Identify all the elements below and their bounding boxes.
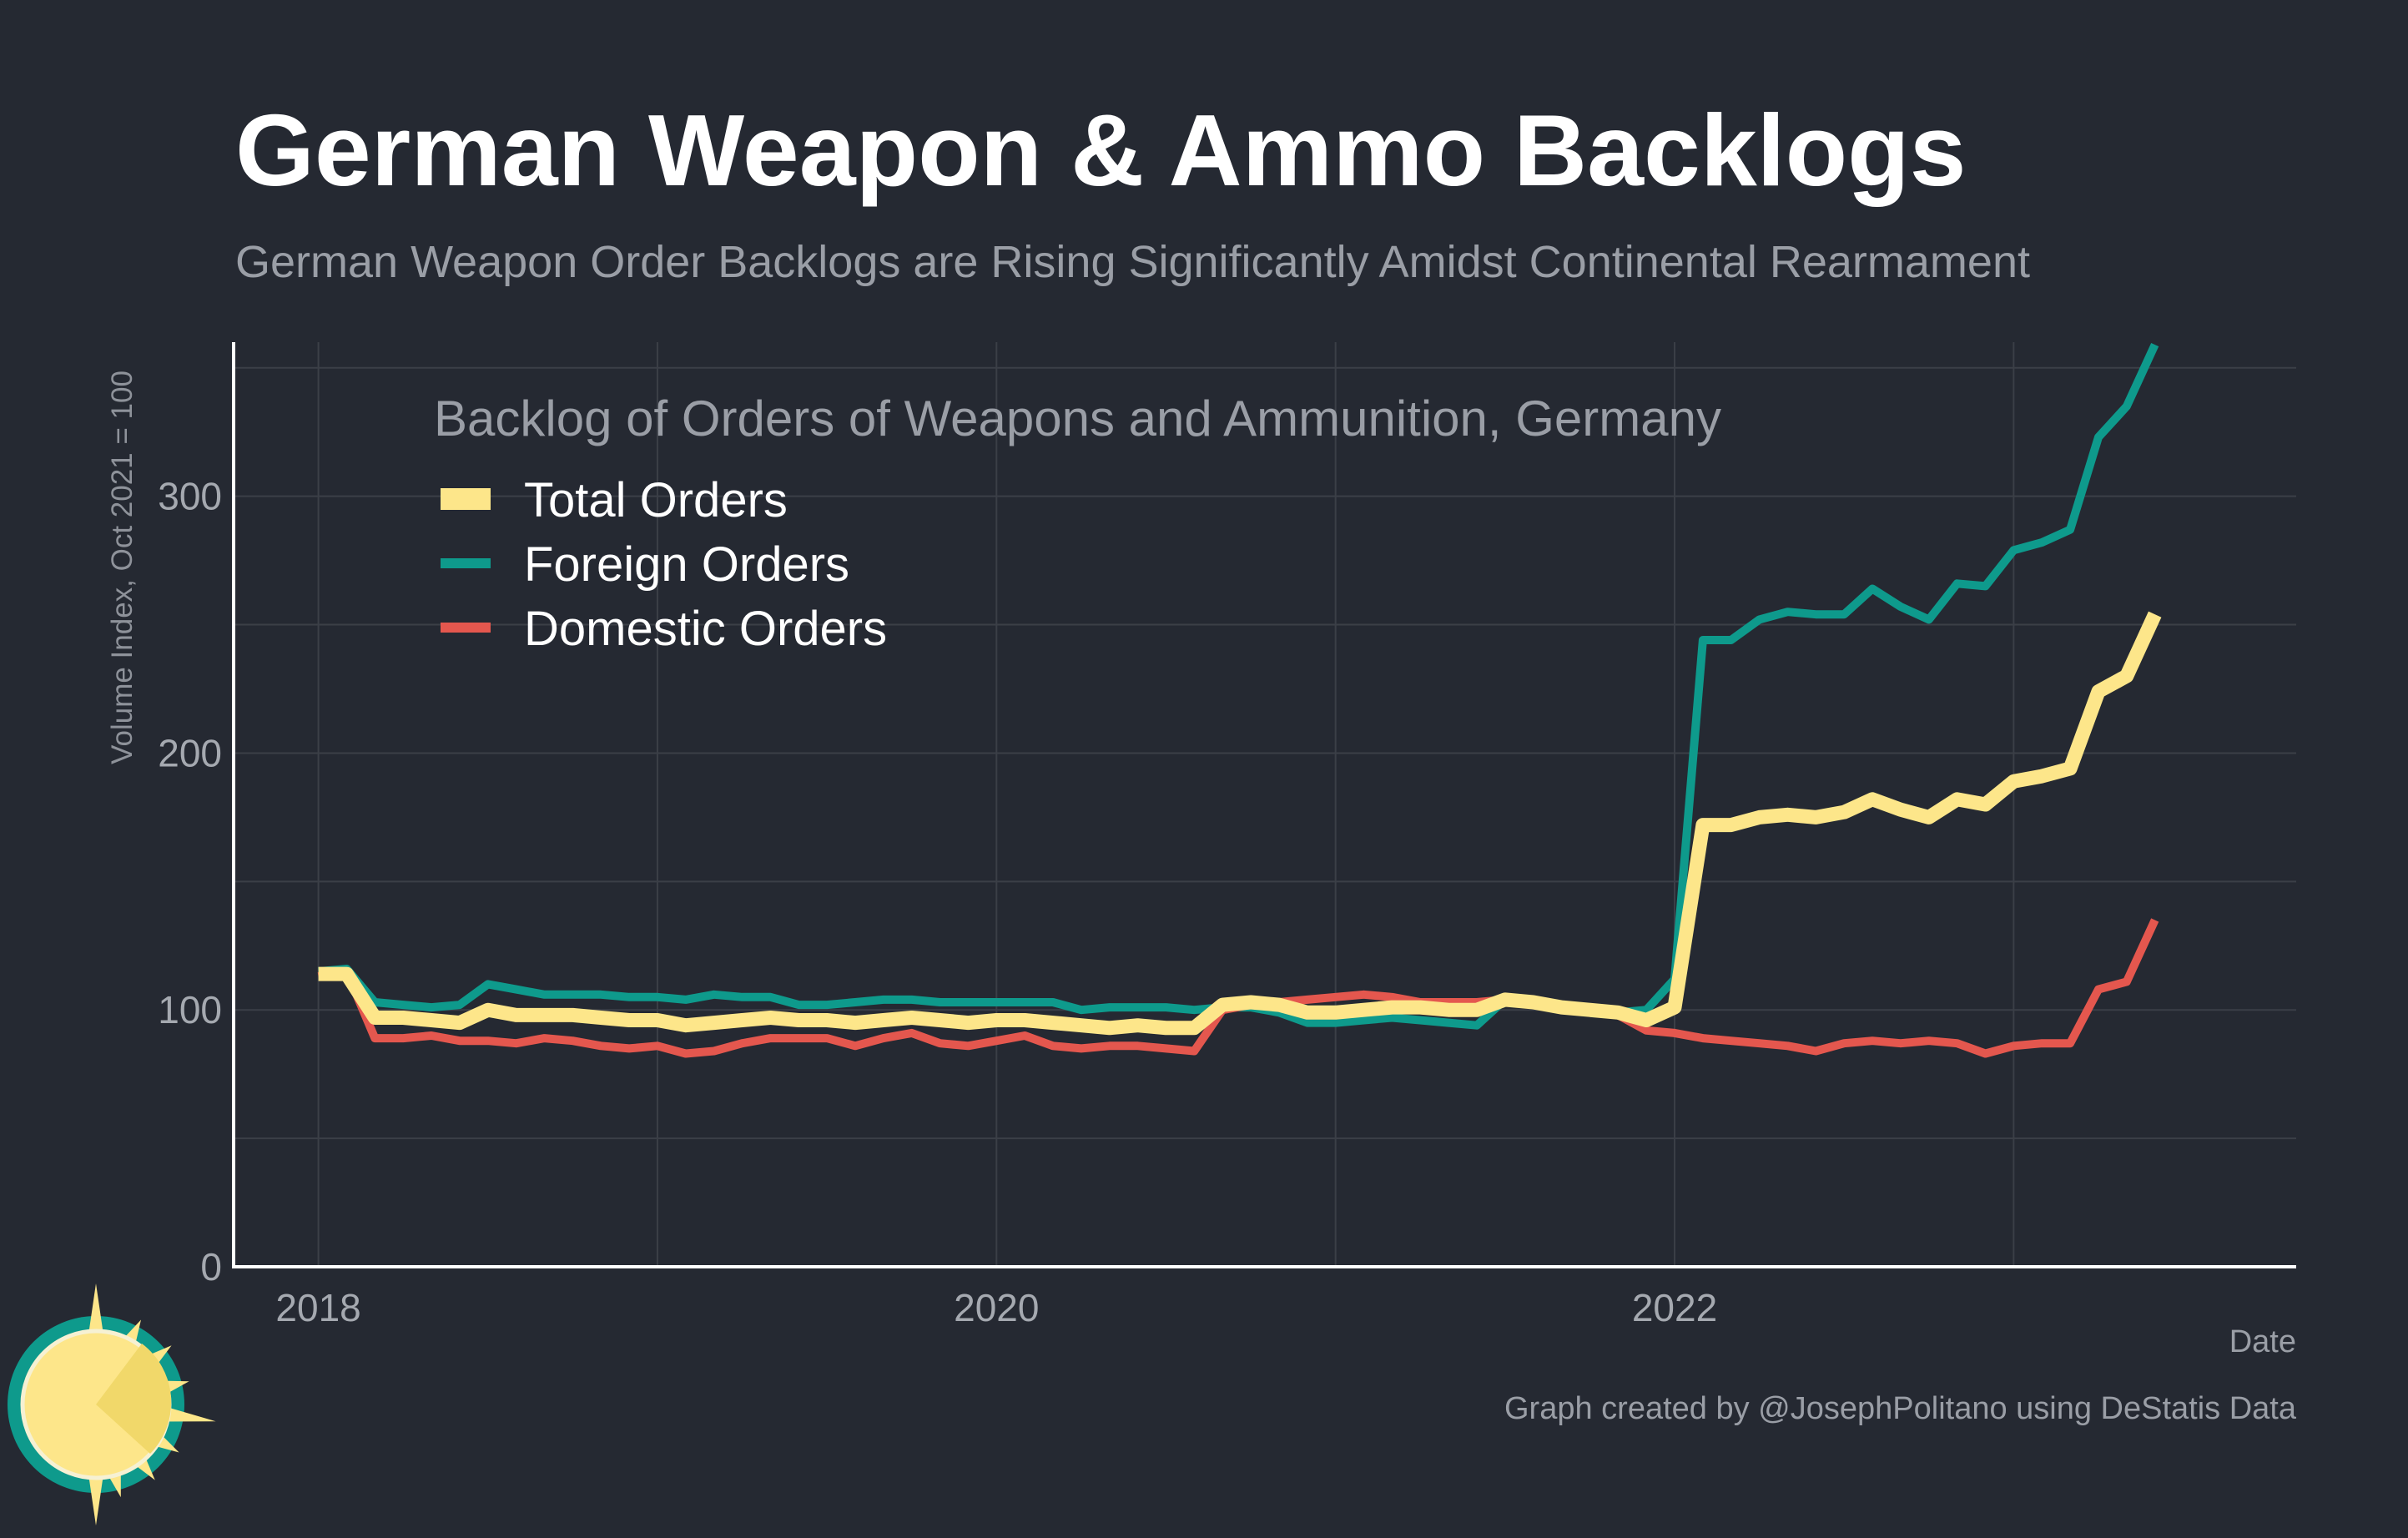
sun-ray (160, 1405, 216, 1422)
sun-logo (8, 1283, 216, 1525)
legend-label: Foreign Orders (524, 537, 849, 592)
y-tick-label: 100 (158, 988, 222, 1031)
legend-label: Total Orders (524, 473, 788, 527)
tick-labels: 0 100 200 300 2018 2020 2022 (158, 475, 1717, 1329)
series-line-foreign-orders (318, 343, 2159, 1030)
legend-label: Domestic Orders (524, 602, 887, 656)
chart-subtitle: German Weapon Order Backlogs are Rising … (235, 237, 2030, 287)
chart-title: German Weapon & Ammo Backlogs (235, 93, 1966, 207)
sun-ray (88, 1283, 104, 1339)
chart-caption: Graph created by @JosephPolitano using D… (1504, 1391, 2297, 1426)
y-axis-label: Volume Index, Oct 2021 = 100 (106, 371, 139, 764)
axes (232, 342, 2296, 1268)
sun-ray (88, 1470, 104, 1525)
y-tick-label: 300 (158, 475, 222, 518)
series-line-domestic-orders (317, 918, 2159, 1058)
x-tick-label: 2022 (1632, 1286, 1717, 1329)
y-tick-label: 200 (158, 731, 222, 774)
series-lines (317, 343, 2162, 1058)
series-line-total-orders (318, 611, 2162, 1036)
x-tick-label: 2018 (275, 1286, 360, 1329)
sun-highlight (96, 1344, 172, 1454)
y-tick-label: 0 (200, 1245, 222, 1288)
x-tick-label: 2020 (954, 1286, 1039, 1329)
legend: Backlog of Orders of Weapons and Ammunit… (434, 391, 1721, 656)
legend-title: Backlog of Orders of Weapons and Ammunit… (434, 391, 1721, 446)
x-axis-label: Date (2229, 1324, 2296, 1359)
